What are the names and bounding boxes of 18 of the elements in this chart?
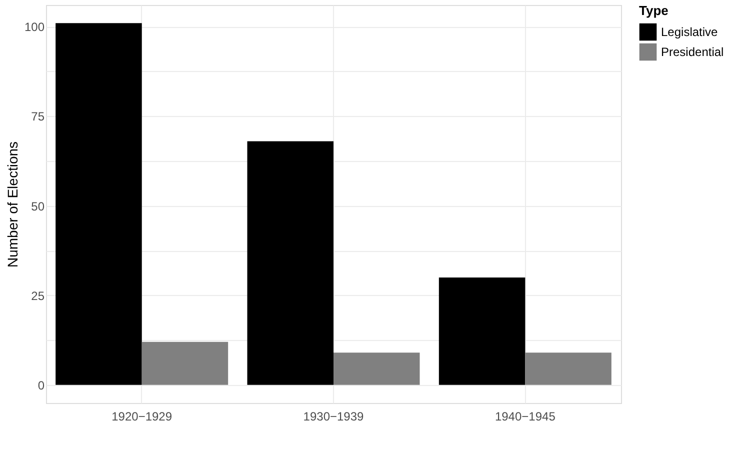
bar <box>334 352 420 385</box>
legend-label: Presidential <box>661 45 724 59</box>
y-tick-label: 25 <box>31 288 45 303</box>
legend-label: Legislative <box>661 25 718 39</box>
y-tick-label: 100 <box>24 20 45 34</box>
y-tick-label: 50 <box>31 199 45 214</box>
bar <box>247 141 334 385</box>
x-tick-label: 1930−1939 <box>303 410 364 424</box>
y-axis-title: Number of Elections <box>4 141 20 268</box>
x-tick-label: 1920−1929 <box>112 410 172 424</box>
legend-title: Type <box>639 3 668 18</box>
y-tick-label: 75 <box>31 110 45 124</box>
bar <box>525 352 612 385</box>
bar <box>56 23 142 385</box>
x-tick-label: 1940−1945 <box>494 410 556 424</box>
y-tick-label: 0 <box>38 378 45 392</box>
bar <box>438 277 526 385</box>
bar <box>142 342 228 385</box>
